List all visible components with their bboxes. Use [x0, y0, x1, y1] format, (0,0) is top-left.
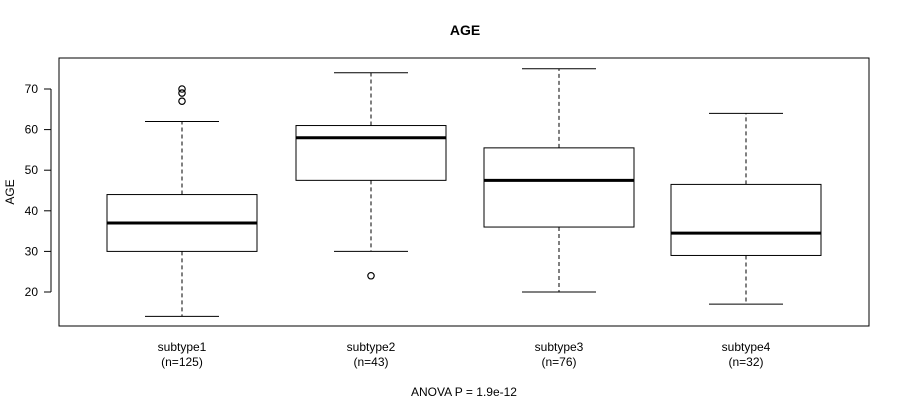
- category-count-label: (n=76): [541, 355, 576, 369]
- category-count-label: (n=125): [161, 355, 203, 369]
- category-label: subtype3: [535, 340, 584, 354]
- category-label: subtype2: [347, 340, 396, 354]
- category-label: subtype1: [158, 340, 207, 354]
- anova-p-value-label: ANOVA P = 1.9e-12: [411, 385, 517, 399]
- box-subtype4: [670, 112, 822, 305]
- y-tick-label: 30: [25, 244, 39, 258]
- category-count-label: (n=43): [353, 355, 388, 369]
- plot-frame: [58, 57, 870, 327]
- box-subtype3: [483, 68, 635, 293]
- y-axis-title: AGE: [3, 179, 17, 204]
- outlier-point: [178, 85, 186, 93]
- iqr-box: [483, 147, 635, 228]
- y-tick-label: 50: [25, 163, 39, 177]
- y-tick-label: 20: [25, 285, 39, 299]
- outlier-point: [178, 97, 186, 105]
- box-subtype1: [106, 85, 258, 317]
- boxplot-series: [106, 68, 822, 317]
- chart-title: AGE: [450, 22, 480, 38]
- y-tick-label: 70: [25, 82, 39, 96]
- category-count-label: (n=32): [728, 355, 763, 369]
- iqr-box: [670, 183, 822, 256]
- y-tick-label: 40: [25, 204, 39, 218]
- outlier-point: [367, 271, 375, 280]
- outlier-point: [178, 89, 186, 97]
- y-axis-ticks: 20 30 40 50 60 70: [25, 82, 51, 299]
- x-axis-labels: subtype1(n=125)subtype2(n=43)subtype3(n=…: [158, 340, 771, 369]
- iqr-box: [295, 125, 447, 181]
- y-tick-label: 60: [25, 123, 39, 137]
- box-subtype2: [295, 72, 447, 280]
- category-label: subtype4: [722, 340, 771, 354]
